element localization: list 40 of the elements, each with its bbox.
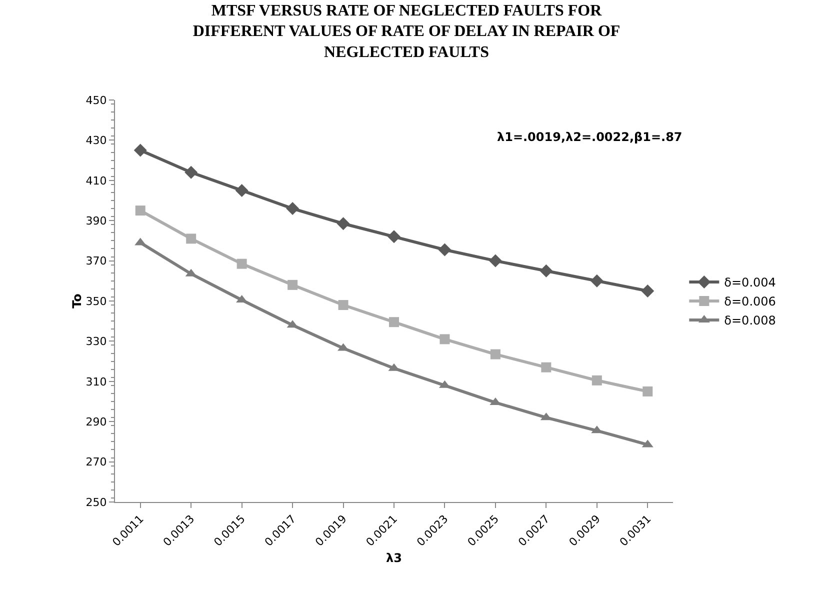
point xyxy=(488,254,502,268)
point xyxy=(135,206,146,216)
point xyxy=(338,300,348,310)
y-tick-label: 390 xyxy=(86,214,107,228)
legend-label: δ=0.008 xyxy=(724,314,776,328)
point xyxy=(286,202,300,216)
y-tick-label: 290 xyxy=(86,415,107,428)
y-tick-label: 450 xyxy=(86,94,107,107)
point xyxy=(336,217,350,230)
y-tick-label: 410 xyxy=(86,174,107,188)
y-axis-title: To xyxy=(70,294,84,308)
point xyxy=(235,184,248,197)
point xyxy=(236,258,247,269)
legend-label: δ=0.006 xyxy=(724,294,776,309)
y-tick-label: 370 xyxy=(86,254,107,268)
y-tick-label: 270 xyxy=(86,456,107,469)
point xyxy=(438,243,452,256)
point xyxy=(288,280,298,290)
point xyxy=(592,375,602,386)
y-tick-label: 330 xyxy=(86,335,107,348)
point xyxy=(541,362,552,372)
y-tick-label: 350 xyxy=(86,294,107,308)
point xyxy=(440,334,450,344)
y-tick-label: 250 xyxy=(86,496,107,509)
legend-label: δ=0.004 xyxy=(724,276,776,290)
point xyxy=(540,264,553,278)
y-tick-label: 310 xyxy=(86,375,107,388)
point xyxy=(641,284,654,298)
annotation: λ1=.0019,λ2=.0022,β1=.87 xyxy=(497,130,682,144)
y-tick-label: 430 xyxy=(86,134,107,148)
point xyxy=(642,386,653,396)
point xyxy=(590,274,604,288)
point xyxy=(388,230,400,244)
x-axis-title: λ3 xyxy=(386,550,402,565)
point xyxy=(184,166,198,179)
point xyxy=(186,234,196,244)
chart-title: MTSF VERSUS RATE OF NEGLECTED FAULTS FOR DIFFERENT VALUES OF RATE OF DELAY IN REPAIR OF NEGLECTED FAULTS xyxy=(192,2,620,61)
point xyxy=(389,317,399,328)
point xyxy=(134,144,147,157)
point xyxy=(490,349,500,360)
